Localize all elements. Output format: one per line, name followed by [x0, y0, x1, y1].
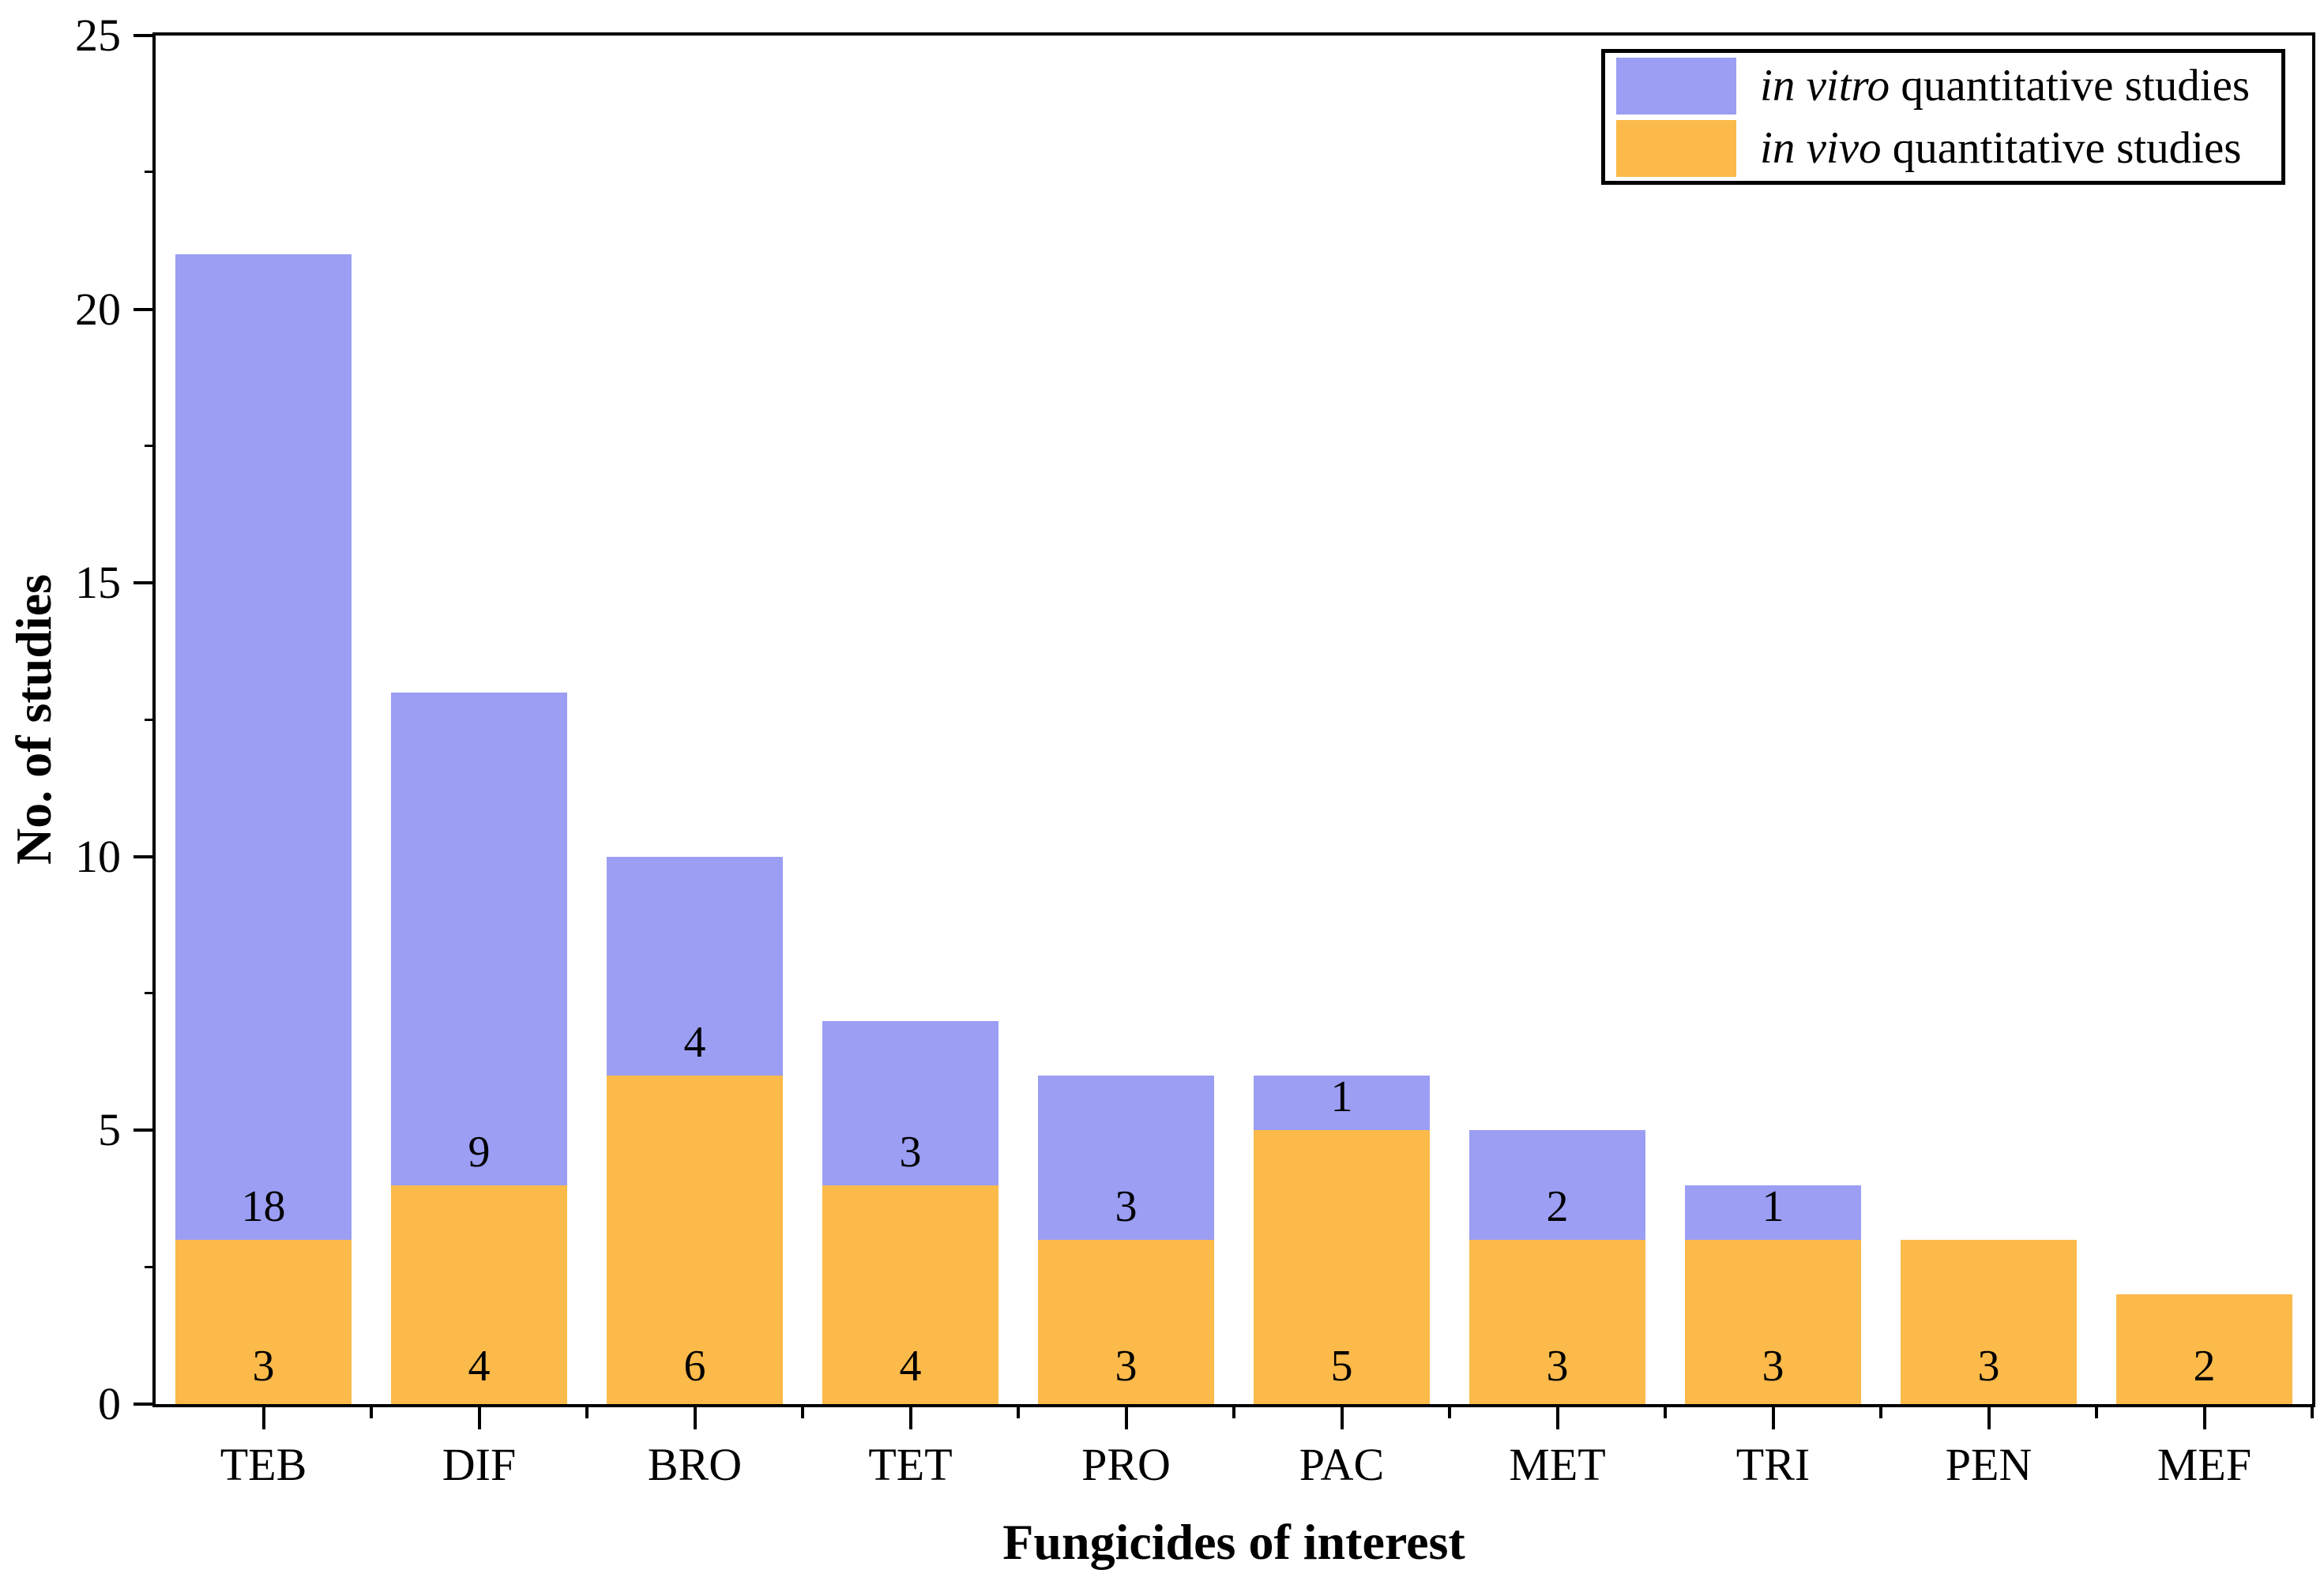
- legend-label: in vivo quantitative studies: [1760, 126, 2241, 171]
- y-minor-tick: [145, 992, 156, 994]
- bar-value-label: 3: [1115, 1342, 1138, 1391]
- bar-segment-in-vivo-MET: 3: [1469, 1240, 1645, 1404]
- legend-row: in vitro quantitative studies: [1616, 57, 2281, 115]
- x-minor-tick: [801, 1407, 804, 1418]
- legend-label-rest: quantitative studies: [1881, 123, 2242, 173]
- y-minor-tick: [145, 1266, 156, 1268]
- bar-segment-in-vitro-TRI: 1: [1685, 1185, 1861, 1240]
- x-minor-tick: [2311, 1407, 2314, 1418]
- x-major-tick: [909, 1407, 912, 1429]
- y-minor-tick: [145, 171, 156, 173]
- y-tick-label: 10: [75, 831, 121, 882]
- bar-segment-in-vivo-TEB: 3: [175, 1240, 352, 1404]
- x-tick-label: BRO: [647, 1439, 743, 1490]
- bar-value-label: 3: [252, 1342, 275, 1391]
- y-major-tick: [133, 1128, 156, 1132]
- bar-value-label: 4: [899, 1342, 922, 1391]
- bar-segment-in-vitro-TEB: 18: [175, 254, 352, 1240]
- plot-area: 3 18 4 9 6 4 4 3 3 3 5 1 3 2 3 1 3 2: [152, 32, 2315, 1407]
- y-major-tick: [133, 308, 156, 311]
- x-minor-tick: [2095, 1407, 2098, 1418]
- bar-segment-in-vitro-TET: 3: [822, 1021, 998, 1185]
- x-major-tick: [1341, 1407, 1344, 1429]
- bar-segment-in-vivo-TRI: 3: [1685, 1240, 1861, 1404]
- x-major-tick: [478, 1407, 481, 1429]
- x-major-tick: [1987, 1407, 1991, 1429]
- x-tick-label: TET: [868, 1439, 953, 1490]
- bar-value-label: 3: [1546, 1342, 1569, 1391]
- x-minor-tick: [1879, 1407, 1882, 1418]
- x-major-tick: [1772, 1407, 1775, 1429]
- x-major-tick: [694, 1407, 697, 1429]
- bar-value-label: 6: [683, 1342, 706, 1391]
- y-major-tick: [133, 1403, 156, 1406]
- y-axis-title: No. of studies: [6, 573, 62, 866]
- x-tick-label: PRO: [1081, 1439, 1171, 1490]
- y-tick-label: 5: [98, 1104, 121, 1155]
- legend-label-italic: in vitro: [1760, 61, 1890, 111]
- bar-value-label: 3: [899, 1128, 922, 1177]
- y-major-tick: [133, 34, 156, 37]
- bar-segment-in-vivo-DIF: 4: [391, 1185, 567, 1404]
- bar-value-label: 4: [683, 1018, 706, 1067]
- x-minor-tick: [370, 1407, 373, 1418]
- x-tick-label: PAC: [1299, 1439, 1385, 1490]
- y-minor-tick: [145, 719, 156, 721]
- x-minor-tick: [1232, 1407, 1235, 1418]
- bar-segment-in-vitro-BRO: 4: [607, 857, 783, 1076]
- x-tick-label: PEN: [1945, 1439, 2033, 1490]
- x-minor-tick: [585, 1407, 589, 1418]
- legend-swatch: [1616, 57, 1736, 115]
- x-tick-label: DIF: [442, 1439, 517, 1490]
- x-minor-tick: [1664, 1407, 1667, 1418]
- legend-label-italic: in vivo: [1760, 123, 1882, 173]
- x-axis-title: Fungicides of interest: [1002, 1514, 1465, 1570]
- bar-segment-in-vivo-PAC: 5: [1254, 1130, 1430, 1404]
- x-tick-label: TEB: [220, 1439, 307, 1490]
- bar-value-label: 18: [241, 1182, 286, 1231]
- y-tick-label: 15: [75, 557, 121, 608]
- x-tick-label: MEF: [2157, 1439, 2252, 1490]
- y-major-tick: [133, 855, 156, 858]
- bar-value-label: 1: [1762, 1182, 1784, 1231]
- bar-value-label: 4: [468, 1342, 491, 1391]
- bar-segment-in-vitro-DIF: 9: [391, 693, 567, 1185]
- x-major-tick: [2203, 1407, 2206, 1429]
- x-tick-label: MET: [1509, 1439, 1606, 1490]
- bar-segment-in-vivo-MEF: 2: [2116, 1294, 2292, 1404]
- bar-value-label: 2: [1546, 1182, 1569, 1231]
- bar-segment-in-vivo-BRO: 6: [607, 1076, 783, 1404]
- bar-segment-in-vivo-TET: 4: [822, 1185, 998, 1404]
- bar-segment-in-vitro-PAC: 1: [1254, 1072, 1430, 1130]
- bar-segment-in-vivo-PEN: 3: [1901, 1240, 2077, 1404]
- y-tick-label: 25: [75, 9, 121, 61]
- bar-value-label: 3: [1115, 1182, 1138, 1231]
- x-major-tick: [1556, 1407, 1559, 1429]
- bar-segment-in-vitro-MET: 2: [1469, 1130, 1645, 1240]
- bar-value-label: 3: [1762, 1342, 1784, 1391]
- x-minor-tick: [1017, 1407, 1020, 1418]
- x-major-tick: [262, 1407, 265, 1429]
- legend-row: in vivo quantitative studies: [1616, 119, 2281, 178]
- y-major-tick: [133, 581, 156, 584]
- legend-swatch: [1616, 119, 1736, 177]
- bar-value-label: 9: [468, 1128, 491, 1177]
- legend: in vitro quantitative studies in vivo qua…: [1601, 49, 2285, 185]
- bar-segment-in-vivo-PRO: 3: [1038, 1240, 1214, 1404]
- x-minor-tick: [1448, 1407, 1451, 1418]
- bar-value-label: 3: [1977, 1342, 2000, 1391]
- bar-segment-in-vitro-PRO: 3: [1038, 1076, 1214, 1240]
- x-major-tick: [1125, 1407, 1128, 1429]
- x-tick-label: TRI: [1735, 1439, 1811, 1490]
- legend-label-rest: quantitative studies: [1890, 61, 2251, 111]
- y-tick-label: 0: [98, 1378, 121, 1429]
- y-tick-label: 20: [75, 284, 121, 335]
- bar-value-label: 1: [1330, 1072, 1353, 1121]
- bar-value-label: 2: [2193, 1342, 2216, 1391]
- bar-value-label: 5: [1330, 1342, 1353, 1391]
- legend-label: in vitro quantitative studies: [1760, 63, 2250, 108]
- y-minor-tick: [145, 445, 156, 447]
